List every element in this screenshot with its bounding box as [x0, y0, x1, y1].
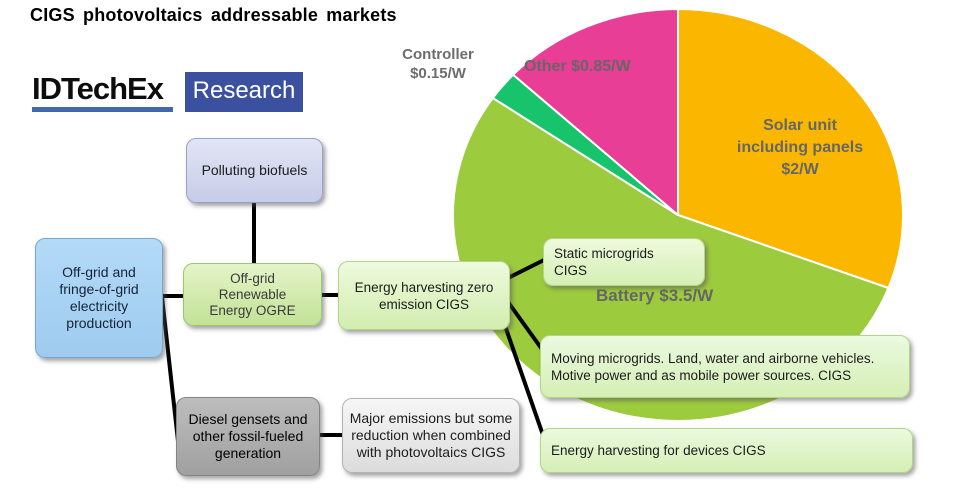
- flow-box-polluting-biofuels: Polluting biofuels: [186, 138, 323, 203]
- box-text-line: electricity: [69, 298, 129, 314]
- box-text-line: Energy OGRE: [209, 302, 296, 318]
- box-text-line: other fossil-fueled: [192, 428, 304, 444]
- box-text-line: Motive power and as mobile power sources…: [551, 367, 852, 383]
- flow-box-diesel-gensets: Diesel gensets and other fossil-fueled g…: [176, 397, 320, 476]
- pie-label-line: $0.15/W: [410, 65, 466, 82]
- box-text-line: with photovoltaics CIGS: [356, 444, 506, 460]
- pie-slice-other: [512, 8, 679, 216]
- box-text-line: reduction when combined: [351, 427, 511, 443]
- pie-label-line: including panels: [736, 139, 864, 156]
- pie-label-solar: Solar unit including panels $2/W: [712, 115, 888, 181]
- pie-label-line: Controller: [402, 46, 474, 63]
- pie-label-other: Other $0.85/W: [524, 58, 631, 75]
- box-text-line: production: [66, 315, 132, 331]
- box-text-line: emission CIGS: [378, 296, 470, 312]
- box-text-line: Off-grid and: [62, 264, 136, 280]
- box-text-line: Diesel gensets and: [188, 411, 308, 427]
- flow-box-offgrid-production: Off-grid and fringe-of-grid electricity …: [35, 238, 163, 358]
- logo-brand-block: IDTechEx: [32, 72, 173, 112]
- flow-box-static-microgrids: Static microgrids CIGS: [543, 238, 705, 286]
- box-text-line: Major emissions but some: [349, 410, 513, 426]
- pie-label-controller: Controller $0.15/W: [383, 45, 493, 83]
- box-text-line: Off-grid: [230, 270, 275, 286]
- box-text-line: Renewable: [218, 286, 287, 302]
- logo-underline: [32, 107, 173, 112]
- pie-label-line: Solar unit: [763, 117, 837, 134]
- flow-box-moving-microgrids: Moving microgrids. Land, water and airbo…: [540, 335, 910, 398]
- box-text-line: CIGS: [554, 263, 588, 278]
- page-title: CIGS photovoltaics addressable markets: [30, 5, 397, 25]
- logo-brand-text: IDTechEx: [32, 71, 164, 106]
- box-text-line: generation: [214, 445, 282, 461]
- box-text-line: fringe-of-grid: [59, 281, 139, 297]
- idtechex-logo: IDTechEx Research: [32, 72, 303, 112]
- flow-box-ogre: Off-grid Renewable Energy OGRE: [183, 263, 322, 326]
- flow-box-major-emissions: Major emissions but some reduction when …: [342, 398, 520, 473]
- pie-label-line: $2/W: [781, 161, 819, 178]
- box-text-line: Energy harvesting zero: [354, 279, 494, 295]
- research-badge: Research: [185, 72, 303, 112]
- box-text-line: Static microgrids: [554, 246, 654, 261]
- box-text-line: Energy harvesting for devices CIGS: [551, 443, 766, 458]
- box-text-line: Polluting biofuels: [201, 162, 308, 178]
- flow-box-zero-emission: Energy harvesting zero emission CIGS: [338, 261, 510, 330]
- box-text-line: Moving microgrids. Land, water and airbo…: [551, 350, 875, 366]
- flow-box-devices: Energy harvesting for devices CIGS: [540, 428, 913, 473]
- pie-label-battery: Battery $3.5/W: [596, 286, 714, 305]
- pie-slice-solar-unit-including-panels: [677, 8, 904, 289]
